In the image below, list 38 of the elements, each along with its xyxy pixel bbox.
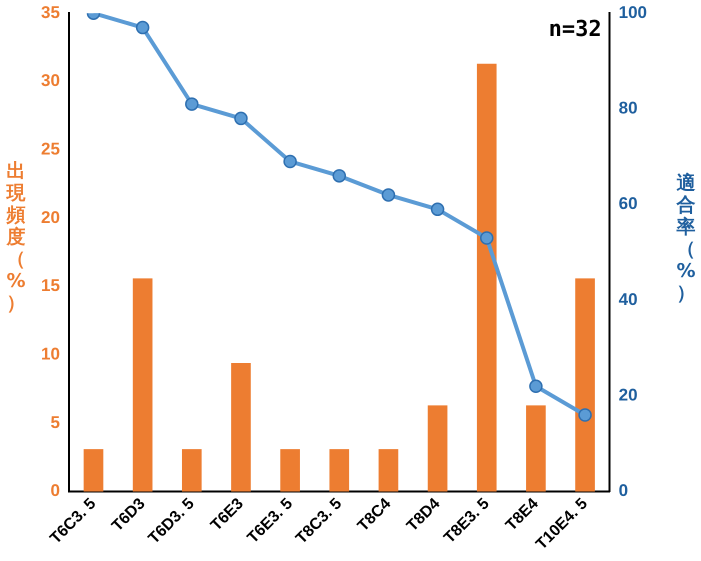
bar: [182, 449, 202, 492]
point: [332, 169, 346, 183]
y-tick-label: 20: [40, 208, 60, 227]
bar: [575, 278, 595, 492]
point: [283, 154, 297, 168]
y-tick-label: 25: [40, 140, 60, 159]
point: [185, 97, 199, 111]
point: [382, 188, 396, 202]
bar: [526, 405, 546, 492]
y2-tick-label: 100: [618, 2, 648, 22]
point: [136, 20, 150, 34]
point: [234, 112, 248, 126]
y2-tick-label: 60: [618, 194, 638, 214]
y-tick-label: 15: [40, 276, 60, 296]
bar: [428, 405, 448, 492]
y2-axis-title: 適合率（%）: [675, 172, 697, 304]
bar: [280, 449, 300, 492]
point: [430, 202, 444, 216]
point: [529, 380, 543, 394]
point: [578, 408, 592, 422]
bar: [329, 449, 350, 492]
bar: [231, 363, 251, 492]
y2-tick-label: 80: [618, 98, 638, 118]
y-tick-label: 30: [40, 71, 60, 90]
y-tick-label: 5: [50, 412, 60, 432]
bar: [378, 449, 398, 492]
point: [480, 231, 494, 245]
y2-tick-label: 0: [618, 481, 628, 500]
bar: [84, 449, 104, 492]
y2-tick-label: 40: [618, 290, 638, 309]
y-tick-label: 35: [40, 2, 60, 22]
y-tick-label: 10: [40, 344, 60, 364]
bar: [132, 278, 152, 492]
bar: [476, 64, 497, 492]
annotation: n=32: [548, 16, 602, 42]
y-tick-label: 0: [50, 481, 60, 500]
y2-tick-label: 20: [618, 386, 638, 405]
y-axis-title: 出現頻度（%）: [5, 160, 27, 314]
